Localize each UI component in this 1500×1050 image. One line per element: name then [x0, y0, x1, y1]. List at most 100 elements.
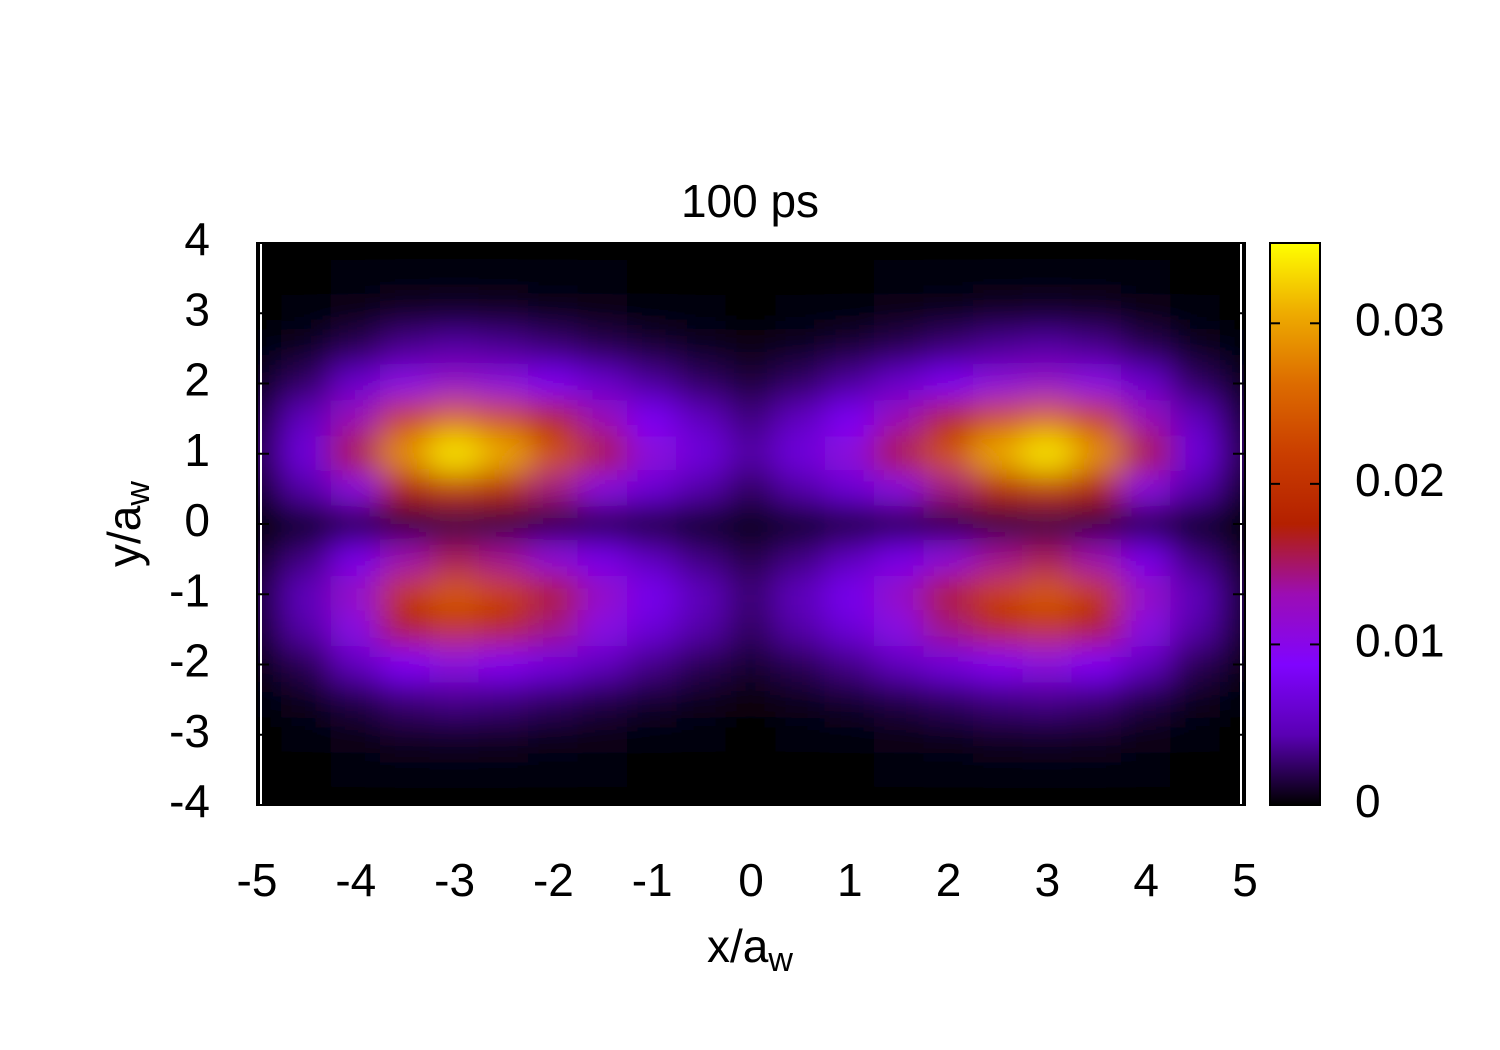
- heatmap-cell: [1170, 541, 1221, 578]
- heatmap-cell: [676, 295, 727, 332]
- heatmap-cell: [824, 646, 875, 683]
- heatmap-cell: [429, 751, 480, 788]
- heatmap-cell: [380, 365, 431, 402]
- heatmap-cell: [577, 243, 628, 262]
- heatmap-cell: [330, 365, 381, 402]
- heatmap-cell: [281, 365, 332, 402]
- heatmap-cell: [1121, 716, 1172, 753]
- heatmap-cell: [577, 330, 628, 367]
- heatmap-cell: [725, 716, 777, 753]
- heatmap-cell: [1121, 646, 1172, 683]
- heatmap-cell: [1219, 786, 1245, 805]
- heatmap-cell: [429, 365, 480, 402]
- heatmap-cell: [528, 576, 579, 613]
- heatmap-cell: [923, 751, 974, 788]
- heatmap-cell: [725, 470, 777, 507]
- heatmap-cell: [380, 470, 431, 507]
- heatmap-cell: [380, 505, 431, 543]
- heatmap-cell: [281, 260, 332, 297]
- heatmap-cell: [775, 716, 826, 753]
- heatmap-cell: [1170, 470, 1221, 507]
- heatmap-cell: [528, 365, 579, 402]
- heatmap-cell: [676, 646, 727, 683]
- heatmap-cell: [1022, 646, 1073, 683]
- heatmap-cell: [380, 400, 431, 437]
- heatmap-cell: [775, 505, 826, 543]
- heatmap-cell: [972, 646, 1024, 683]
- heatmap-cell: [1071, 365, 1122, 402]
- heatmap-cell: [380, 646, 431, 683]
- heatmap-cell: [380, 786, 431, 805]
- x-tick-label: -4: [335, 854, 376, 906]
- heatmap-cell: [429, 400, 480, 437]
- heatmap-cell: [478, 681, 530, 718]
- heatmap-cell: [1022, 400, 1073, 437]
- heatmap-cell: [874, 716, 925, 753]
- heatmap-cell: [627, 576, 678, 613]
- heatmap-cell: [824, 260, 875, 297]
- heatmap-cell: [1170, 681, 1221, 718]
- heatmap-cell: [676, 541, 727, 578]
- heatmap-cell: [1022, 295, 1073, 332]
- heatmap-cell: [824, 295, 875, 332]
- y-axis-label-subscript: w: [119, 481, 157, 507]
- heatmap-cell: [1022, 576, 1073, 613]
- heatmap-cell: [429, 470, 480, 507]
- heatmap-cell: [923, 330, 974, 367]
- heatmap-cell: [725, 295, 777, 332]
- heatmap-cell: [1071, 435, 1122, 472]
- heatmap-cell: [627, 365, 678, 402]
- heatmap-cell: [725, 505, 777, 543]
- heatmap-cell: [972, 365, 1024, 402]
- heatmap-cell: [725, 365, 777, 402]
- heatmap-cell: [972, 576, 1024, 613]
- heatmap-cell: [1170, 330, 1221, 367]
- y-tick-label: -3: [169, 705, 210, 757]
- heatmap-cell: [281, 295, 332, 332]
- heatmap-cell: [380, 541, 431, 578]
- heatmap-cell: [577, 505, 628, 543]
- heatmap-cell: [330, 400, 381, 437]
- heatmap-cell: [577, 400, 628, 437]
- heatmap-cell: [972, 611, 1024, 648]
- heatmap-cell: [874, 243, 925, 262]
- colorbar-tick-label: 0.02: [1355, 454, 1445, 506]
- heatmap-cell: [380, 295, 431, 332]
- heatmap-cell: [281, 611, 332, 648]
- heatmap-cell: [676, 716, 727, 753]
- heatmap-cell: [1071, 786, 1122, 805]
- heatmap-cell: [478, 260, 530, 297]
- heatmap-cell: [874, 505, 925, 543]
- colorbar: [1269, 242, 1321, 806]
- heatmap-cell: [874, 611, 925, 648]
- heatmap-cell: [1022, 365, 1073, 402]
- heatmap-cell: [775, 681, 826, 718]
- x-tick-label: -2: [533, 854, 574, 906]
- heatmap-cell: [429, 435, 480, 472]
- heatmap-cell: [1121, 681, 1172, 718]
- heatmap-cell: [429, 330, 480, 367]
- heatmap-cell: [330, 576, 381, 613]
- heatmap-cell: [1022, 751, 1073, 788]
- heatmap-cell: [330, 295, 381, 332]
- heatmap-cell: [972, 541, 1024, 578]
- heatmap-cell: [1071, 470, 1122, 507]
- heatmap-cell: [1121, 365, 1172, 402]
- heatmap-cell: [775, 751, 826, 788]
- heatmap-cell: [725, 751, 777, 788]
- heatmap-cell: [972, 470, 1024, 507]
- colorbar-tick-label: 0.01: [1355, 615, 1445, 667]
- heatmap-cell: [725, 260, 777, 297]
- heatmap-cell: [330, 470, 381, 507]
- y-tick-label: 4: [184, 213, 210, 265]
- heatmap-cell: [972, 751, 1024, 788]
- heatmap-cell: [1121, 505, 1172, 543]
- heatmap-cell: [627, 435, 678, 472]
- heatmap-cell: [1071, 295, 1122, 332]
- heatmap-cell: [627, 505, 678, 543]
- heatmap-cell: [725, 646, 777, 683]
- heatmap-cell: [478, 243, 530, 262]
- heatmap-cell: [824, 716, 875, 753]
- heatmap-cell: [528, 330, 579, 367]
- y-tick-label: -2: [169, 635, 210, 687]
